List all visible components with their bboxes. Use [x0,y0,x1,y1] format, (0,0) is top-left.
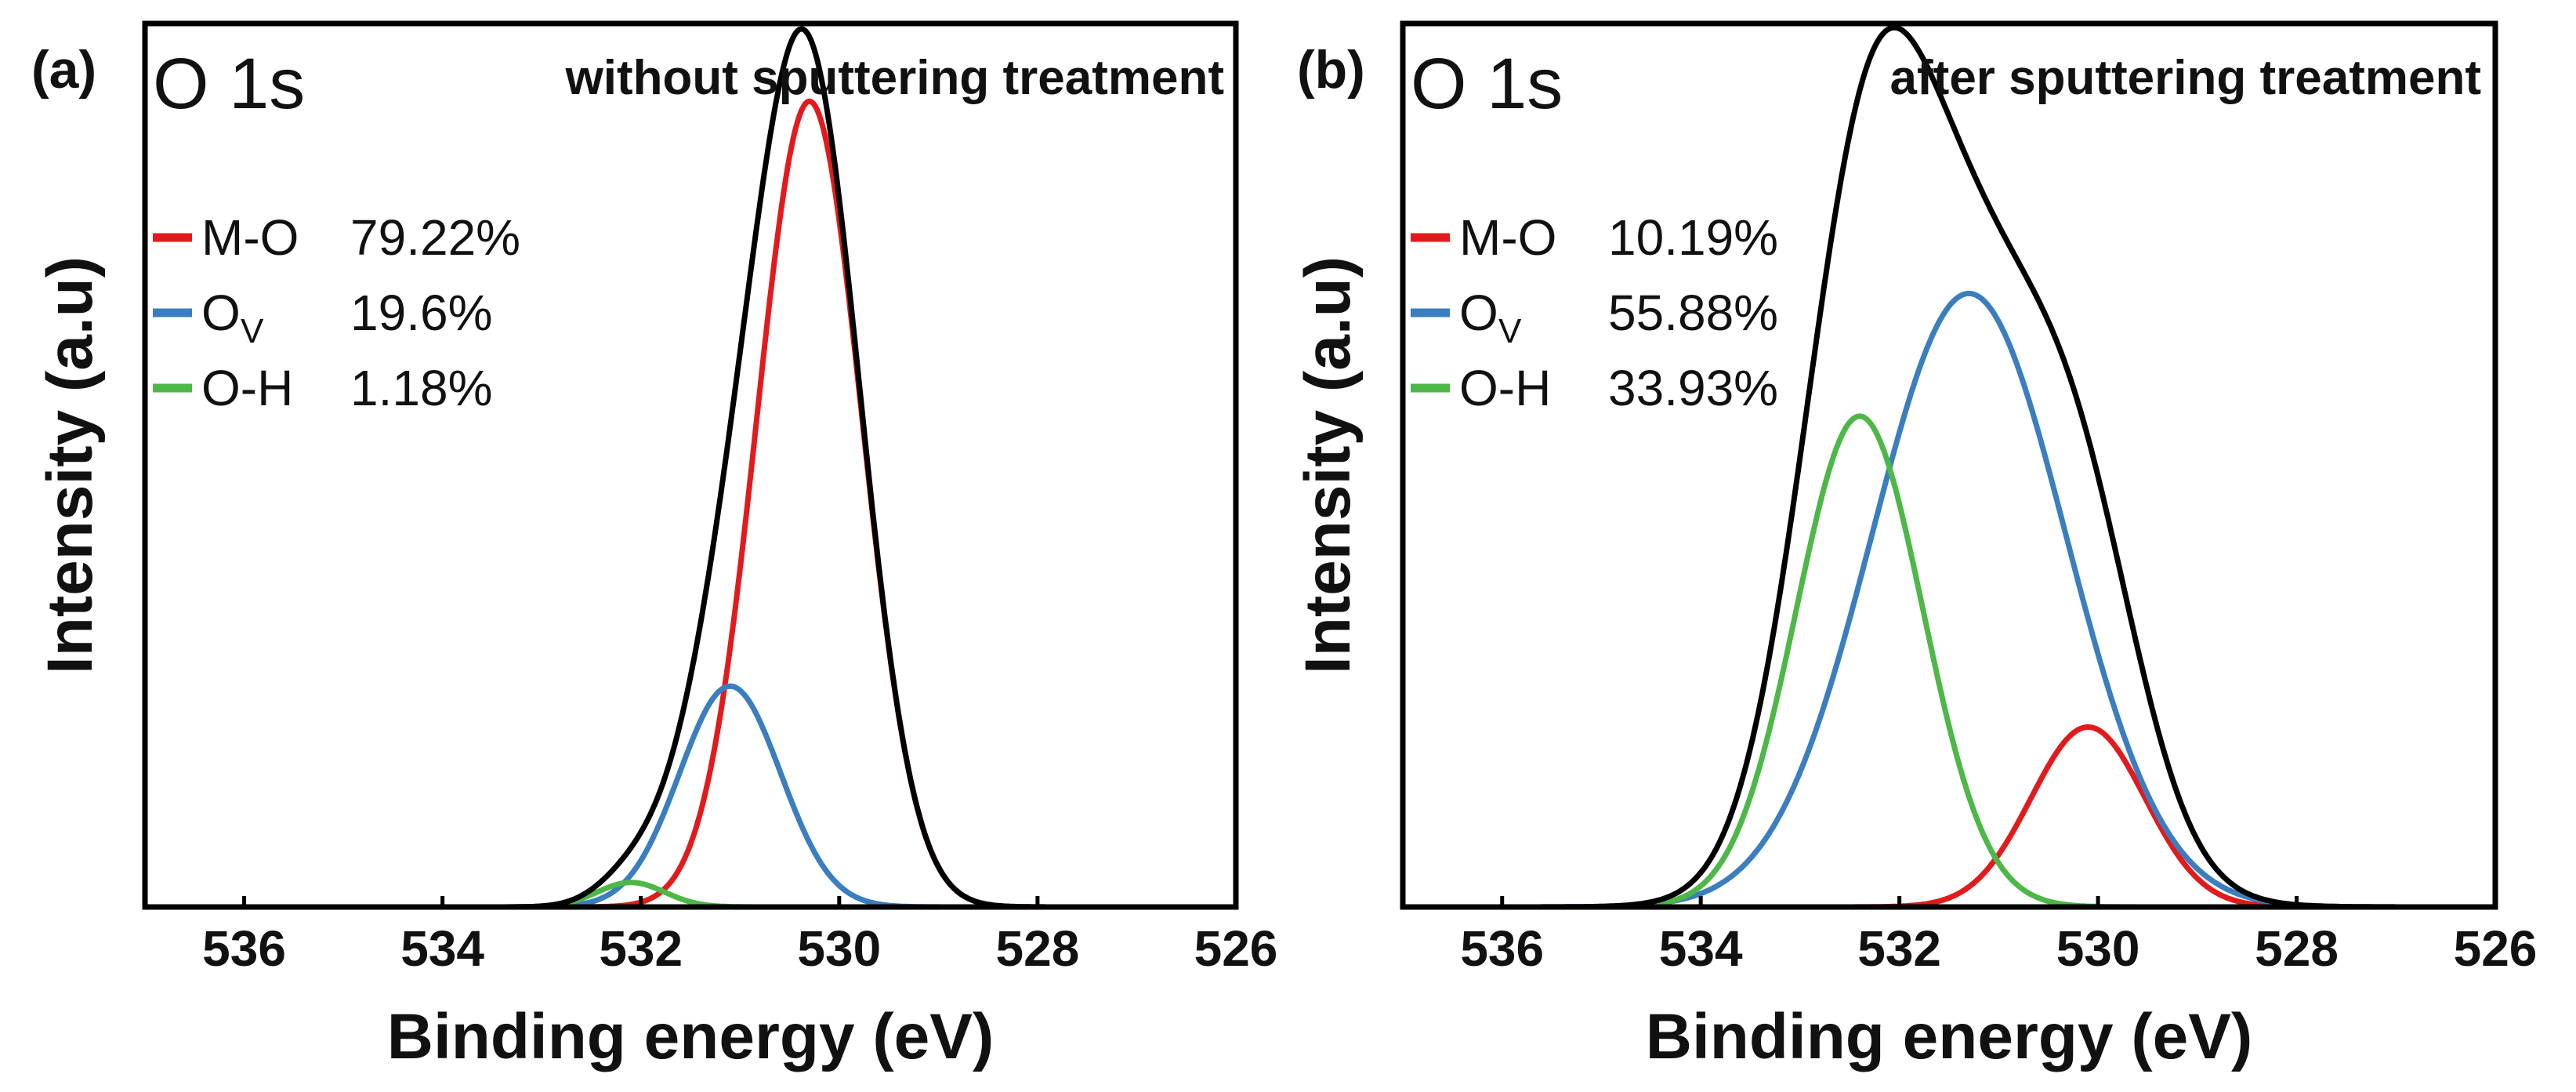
y-axis-label: Intensity (a.u) [34,256,106,674]
component-curve-o-h [1402,413,2496,910]
legend-entry: O-H 1.18% [153,360,492,416]
legend-entry: O V 55.88% [1411,285,1778,350]
legend-name: O-H [201,360,293,416]
chart-panel-1: 536 534 532 530 528 526 Binding energy (eV) Int… [1292,20,2538,1072]
legend-subscript: V [1498,312,1522,350]
legend-name: O-H [1459,360,1551,416]
envelope-curve [1402,24,2496,910]
panel-label: (a) [31,40,96,100]
x-axis-label: Binding energy (eV) [387,1001,995,1072]
component-curve-ov [1402,290,2496,910]
legend-entry: O-H 33.93% [1411,360,1778,416]
legend-entry: M-O 79.22% [153,209,520,266]
x-tick-label: 532 [1857,920,1941,977]
x-tick-label: 526 [2454,920,2538,977]
component-curve-o-h [144,880,1237,910]
legend-name: M-O [1459,209,1556,266]
chart-title: after sputtering treatment [1890,51,2481,105]
panel-label: (b) [1297,40,1365,100]
x-tick-label: 528 [2255,920,2339,977]
legend-entry: O V 19.6% [153,285,492,350]
x-tick-label: 530 [797,920,881,977]
plot-frame [142,20,1239,910]
spectrum-label: O 1s [1411,44,1563,124]
chart-title: without sputtering treatment [565,51,1224,105]
envelope-curve [144,26,1237,910]
legend-percent: 19.6% [350,285,492,341]
component-curve-ov [144,683,1237,910]
legend-name: M-O [201,209,299,266]
legend-entry: M-O 10.19% [1411,209,1778,266]
component-curve-m-o [144,98,1237,910]
component-curve-m-o [1402,724,2496,910]
x-tick-label: 534 [400,920,484,977]
legend-percent: 1.18% [350,360,492,416]
legend-percent: 33.93% [1608,360,1778,416]
x-tick-label: 536 [1460,920,1544,977]
legend-percent: 79.22% [350,209,520,266]
x-tick-label: 528 [996,920,1080,977]
x-tick-label: 536 [202,920,286,977]
x-tick-label: 532 [599,920,683,977]
legend-name: O [1459,285,1498,341]
plot-frame [1400,20,2498,910]
legend-percent: 55.88% [1608,285,1778,341]
x-tick-label: 530 [2056,920,2140,977]
x-tick-label: 534 [1659,920,1743,977]
spectrum-label: O 1s [153,44,305,124]
chart-panel-0: 536 534 532 530 528 526 Binding energy (eV) Int… [31,20,1278,1072]
x-axis-label: Binding energy (eV) [1646,1001,2253,1072]
x-tick-label: 526 [1194,920,1278,977]
legend-subscript: V [241,312,264,350]
legend-name: O [201,285,241,341]
y-axis-label: Intensity (a.u) [1292,256,1364,674]
legend-percent: 10.19% [1608,209,1778,266]
